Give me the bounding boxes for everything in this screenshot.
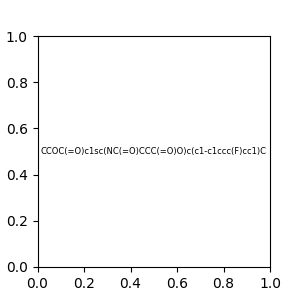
Text: CCOC(=O)c1sc(NC(=O)CCC(=O)O)c(c1-c1ccc(F)cc1)C: CCOC(=O)c1sc(NC(=O)CCC(=O)O)c(c1-c1ccc(F… [41,147,267,156]
